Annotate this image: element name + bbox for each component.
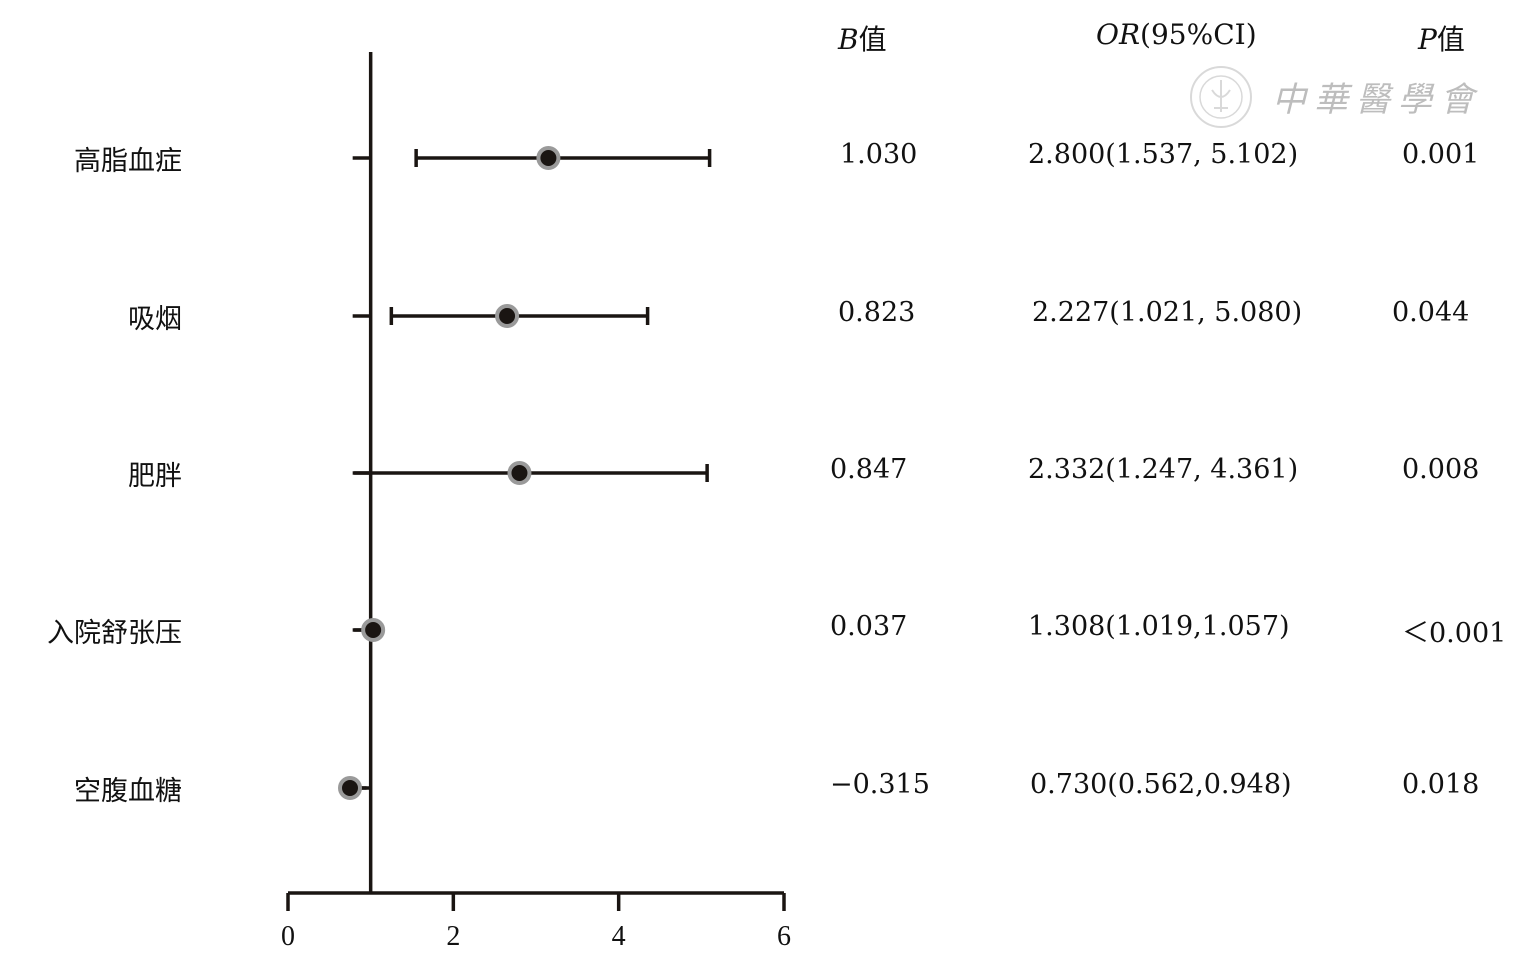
- p-value-1: 0.044: [1392, 297, 1470, 328]
- point-estimate-3: [361, 618, 386, 642]
- b-value-0: 1.030: [840, 139, 918, 170]
- x-tick-label-3: 6: [777, 921, 791, 952]
- point-estimate-2: [507, 461, 532, 485]
- p-value-4: 0.018: [1402, 769, 1480, 800]
- b-value-4: −0.315: [830, 769, 930, 800]
- or-ci-value-4: 0.730(0.562,0.948): [1030, 769, 1292, 800]
- p-value-0: 0.001: [1402, 139, 1480, 170]
- point-estimate-1: [495, 304, 520, 328]
- or-ci-value-1: 2.227(1.021, 5.080): [1032, 297, 1303, 328]
- watermark-text: 中華醫學會: [1272, 80, 1482, 120]
- p-value-3: ＜0.001: [1402, 618, 1507, 649]
- header-p: P值: [1418, 23, 1465, 56]
- or-ci-value-0: 2.800(1.537, 5.102): [1028, 139, 1299, 170]
- b-value-2: 0.847: [830, 454, 908, 485]
- x-tick-label-2: 4: [612, 921, 626, 952]
- x-tick-label-0: 0: [281, 921, 295, 952]
- x-tick-label-1: 2: [446, 921, 460, 952]
- header-or: OR(95%CI): [1096, 18, 1257, 51]
- p-value-2: 0.008: [1402, 454, 1480, 485]
- row-label-1: 吸烟: [128, 304, 182, 335]
- row-label-0: 高脂血症: [74, 146, 182, 177]
- header-b: B值: [838, 23, 887, 56]
- or-ci-value-2: 2.332(1.247, 4.361): [1028, 454, 1299, 485]
- or-ci-value-3: 1.308(1.019,1.057): [1028, 611, 1290, 642]
- point-estimate-4: [338, 776, 362, 800]
- b-value-1: 0.823: [838, 297, 916, 328]
- seal-logo-icon: [1190, 66, 1252, 128]
- b-value-3: 0.037: [830, 611, 908, 642]
- point-estimate-0: [536, 146, 561, 170]
- row-label-4: 空腹血糖: [74, 776, 182, 807]
- row-label-2: 肥胖: [128, 461, 182, 492]
- row-label-3: 入院舒张压: [47, 618, 182, 649]
